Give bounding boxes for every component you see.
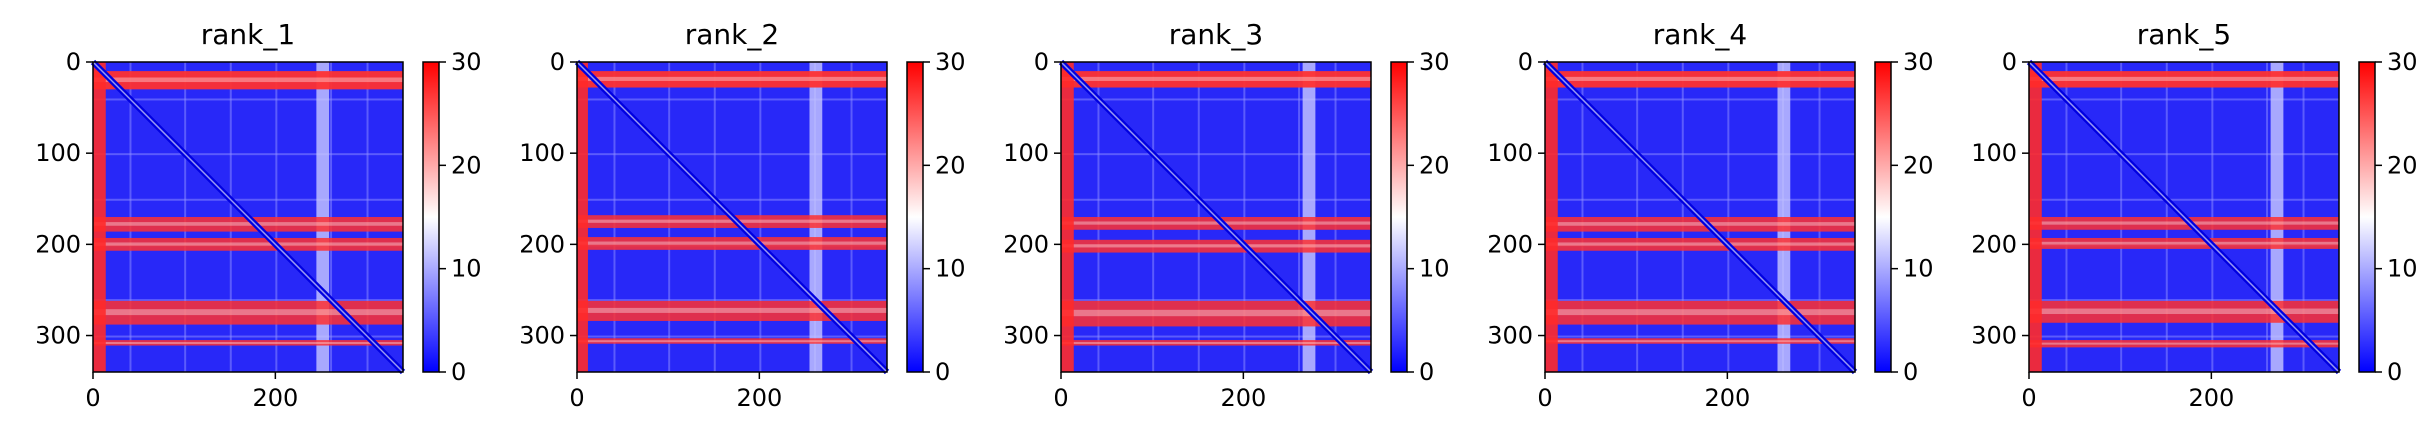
y-tick-label: 100	[1487, 139, 1533, 167]
x-tick-label: 200	[1704, 384, 1750, 412]
colorbar-tick-label: 0	[451, 358, 466, 386]
colorbar-tick-label: 10	[1903, 255, 1934, 283]
x-tick-label: 0	[1537, 384, 1552, 412]
colorbar-tick-label: 20	[451, 151, 482, 179]
colorbar-tick-label: 30	[1419, 48, 1450, 76]
colorbar: 0 10 20 30	[906, 48, 966, 386]
colorbar: 0 10 20 30	[1874, 48, 1934, 386]
colorbar-tick-label: 0	[1903, 358, 1918, 386]
y-tick-label: 100	[35, 139, 81, 167]
y-tick-label: 300	[1971, 322, 2017, 350]
panel-title: rank_2	[685, 18, 779, 51]
x-tick-label: 0	[2021, 384, 2036, 412]
x-tick-label: 0	[569, 384, 584, 412]
y-tick-label: 100	[519, 139, 565, 167]
colorbar-tick-label: 20	[1903, 151, 1934, 179]
y-tick-label: 200	[35, 230, 81, 258]
colorbar: 0 10 20 30	[1390, 48, 1450, 386]
heatmap-image	[2026, 59, 2342, 375]
y-tick-label: 0	[1518, 48, 1533, 76]
axes-frame	[1060, 61, 1372, 373]
heatmap-panel-1: rank_1 0 100 200 300 0 200 0 10 20 30	[35, 18, 481, 412]
y-tick-label: 200	[519, 230, 565, 258]
colorbar-tick-label: 30	[451, 48, 482, 76]
colorbar-tick-label: 20	[2387, 151, 2418, 179]
y-tick-label: 300	[35, 322, 81, 350]
colorbar-tick-label: 10	[2387, 255, 2418, 283]
heatmap-panel-2: rank_2 0 100 200 300 0 200 0 10 20 30	[519, 18, 965, 412]
axes-frame	[576, 61, 888, 373]
x-tick-label: 0	[1053, 384, 1068, 412]
heatmap-image	[574, 59, 890, 375]
colorbar: 0 10 20 30	[2358, 48, 2418, 386]
heatmap-panel-4: rank_4 0 100 200 300 0 200 0 10 20 30	[1487, 18, 1933, 412]
colorbar-tick-label: 0	[935, 358, 950, 386]
y-tick-label: 0	[66, 48, 81, 76]
colorbar-tick-label: 0	[2387, 358, 2402, 386]
heatmap-image	[1058, 59, 1374, 375]
heatmap-panel-5: rank_5 0 100 200 300 0 200 0 10 20 30	[1971, 18, 2417, 412]
axes-frame	[1544, 61, 1856, 373]
colorbar-tick-label: 10	[1419, 255, 1450, 283]
colorbar-tick-label: 0	[1419, 358, 1434, 386]
colorbar-tick-label: 20	[935, 151, 966, 179]
y-tick-label: 200	[1971, 230, 2017, 258]
y-tick-label: 200	[1487, 230, 1533, 258]
panel-title: rank_4	[1653, 18, 1747, 51]
colorbar-tick-label: 30	[935, 48, 966, 76]
axes-frame	[2028, 61, 2340, 373]
y-tick-label: 200	[1003, 230, 1049, 258]
heatmap-panel-3: rank_3 0 100 200 300 0 200 0 10 20 30	[1003, 18, 1449, 412]
y-tick-label: 0	[2002, 48, 2017, 76]
y-tick-label: 100	[1003, 139, 1049, 167]
colorbar-tick-label: 20	[1419, 151, 1450, 179]
panel-title: rank_5	[2137, 18, 2231, 51]
x-tick-label: 200	[1220, 384, 1266, 412]
colorbar-tick-label: 30	[2387, 48, 2418, 76]
x-tick-label: 0	[85, 384, 100, 412]
x-tick-label: 200	[2188, 384, 2234, 412]
colorbar-tick-label: 10	[451, 255, 482, 283]
y-tick-label: 300	[519, 322, 565, 350]
heatmap-image	[1542, 59, 1858, 375]
x-tick-label: 200	[252, 384, 298, 412]
y-tick-label: 100	[1971, 139, 2017, 167]
heatmap-image	[90, 59, 406, 375]
colorbar: 0 10 20 30	[422, 48, 482, 386]
colorbar-tick-label: 30	[1903, 48, 1934, 76]
y-tick-label: 300	[1487, 322, 1533, 350]
colorbar-tick-label: 10	[935, 255, 966, 283]
axes-frame	[92, 61, 404, 373]
y-tick-label: 0	[550, 48, 565, 76]
panel-title: rank_3	[1169, 18, 1263, 51]
panel-title: rank_1	[201, 18, 295, 51]
x-tick-label: 200	[736, 384, 782, 412]
y-tick-label: 300	[1003, 322, 1049, 350]
y-tick-label: 0	[1034, 48, 1049, 76]
